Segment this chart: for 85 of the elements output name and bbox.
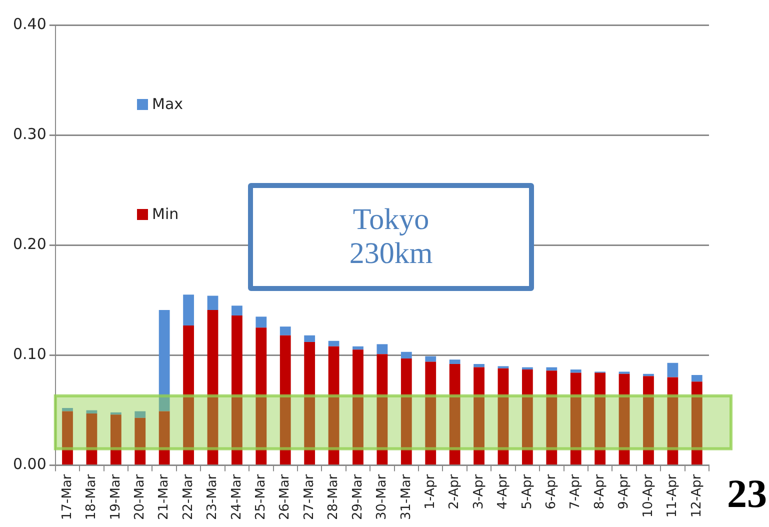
bar bbox=[643, 374, 654, 376]
x-tick-label: 1-Apr bbox=[422, 474, 438, 510]
x-tick-label: 3-Apr bbox=[471, 474, 486, 510]
legend-label: Max bbox=[152, 95, 184, 113]
x-tick-label: 12-Apr bbox=[689, 474, 704, 518]
x-tick-label: 28-Mar bbox=[326, 474, 342, 520]
bar bbox=[400, 358, 412, 464]
bar bbox=[62, 411, 73, 464]
x-tick-label: 11-Apr bbox=[665, 474, 680, 518]
bar bbox=[691, 374, 702, 382]
bar bbox=[425, 362, 436, 464]
bar bbox=[449, 364, 460, 464]
y-tick-label: 0.00 bbox=[12, 455, 46, 474]
x-tick-label: 9-Apr bbox=[616, 474, 632, 510]
bar bbox=[449, 360, 460, 364]
x-tick-label: 21-Mar bbox=[156, 474, 172, 520]
x-tick-label: 30-Mar bbox=[374, 474, 390, 520]
y-tick-label: 0.30 bbox=[12, 124, 46, 143]
bar bbox=[522, 369, 533, 464]
bar bbox=[667, 362, 678, 378]
y-tick-label: 0.40 bbox=[12, 14, 46, 33]
y-tick-label: 0.20 bbox=[12, 235, 46, 254]
x-tick-label: 20-Mar bbox=[132, 474, 148, 520]
x-tick-label: 6-Apr bbox=[544, 474, 560, 510]
bar bbox=[546, 367, 558, 371]
x-tick-label: 31-Mar bbox=[398, 474, 414, 520]
bar bbox=[352, 350, 364, 464]
bar bbox=[328, 340, 340, 346]
bar bbox=[474, 367, 484, 464]
x-tick-label: 29-Mar bbox=[350, 474, 366, 520]
bar bbox=[256, 328, 267, 464]
x-tick-label: 10-Apr bbox=[640, 474, 656, 518]
bar bbox=[110, 412, 122, 415]
bar bbox=[328, 346, 340, 464]
x-tick-label: 5-Apr bbox=[520, 474, 535, 510]
bar bbox=[425, 356, 436, 362]
bar bbox=[86, 410, 98, 414]
x-tick-label: 27-Mar bbox=[302, 474, 317, 520]
bar bbox=[256, 316, 267, 328]
x-tick-label: 4-Apr bbox=[496, 474, 511, 510]
x-tick-label: 19-Mar bbox=[108, 474, 124, 520]
x-tick-label: 23-Mar bbox=[205, 474, 220, 520]
bar bbox=[134, 418, 146, 464]
bar bbox=[280, 335, 291, 464]
bar bbox=[158, 310, 170, 412]
bar bbox=[183, 325, 194, 464]
bar bbox=[304, 342, 316, 464]
bar bbox=[62, 408, 73, 412]
bar bbox=[158, 411, 170, 464]
text-box: Tokyo 230km bbox=[248, 183, 534, 291]
bar bbox=[667, 377, 678, 464]
bar bbox=[280, 326, 291, 336]
bar bbox=[352, 346, 364, 350]
x-tick-label: 26-Mar bbox=[278, 474, 293, 520]
x-tick-label: 8-Apr bbox=[592, 474, 608, 510]
bar bbox=[183, 294, 194, 326]
x-tick-label: 17-Mar bbox=[60, 474, 75, 520]
x-tick-label: 24-Mar bbox=[229, 474, 244, 520]
bar bbox=[570, 369, 582, 373]
bar bbox=[570, 372, 582, 464]
bar bbox=[546, 370, 558, 464]
bar bbox=[498, 368, 509, 464]
x-tick-label: 7-Apr bbox=[568, 474, 584, 510]
x-tick-label: 25-Mar bbox=[254, 474, 269, 520]
bar bbox=[474, 364, 484, 368]
bar bbox=[232, 316, 242, 464]
legend-label: Min bbox=[152, 205, 179, 223]
x-tick-label: 2-Apr bbox=[447, 474, 462, 510]
bar bbox=[618, 374, 630, 464]
bar bbox=[232, 306, 242, 316]
bar bbox=[643, 376, 654, 464]
bar bbox=[207, 296, 218, 310]
bar bbox=[134, 411, 146, 418]
text: 23 bbox=[727, 470, 767, 517]
y-tick-label: 0.10 bbox=[12, 345, 46, 364]
bar bbox=[691, 382, 702, 464]
bar bbox=[376, 354, 388, 464]
bar bbox=[304, 335, 316, 342]
x-tick-label: 18-Mar bbox=[84, 474, 100, 520]
bar bbox=[400, 352, 412, 358]
bar bbox=[110, 414, 122, 464]
bar bbox=[207, 310, 218, 464]
bar bbox=[376, 344, 388, 354]
bar bbox=[86, 414, 98, 464]
x-tick-label: 22-Mar bbox=[180, 474, 196, 520]
